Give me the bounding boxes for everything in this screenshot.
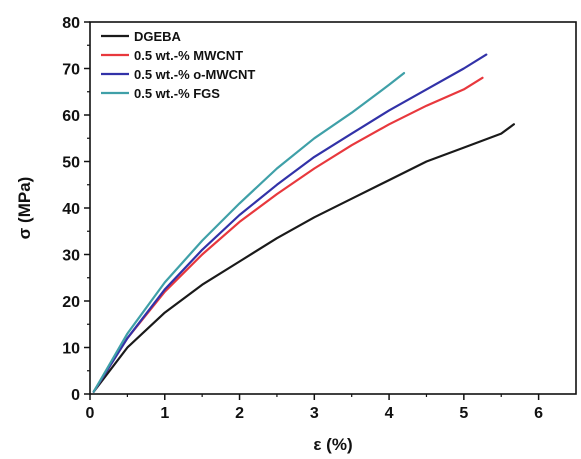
x-tick-label: 5 — [459, 405, 468, 422]
y-tick-label: 20 — [62, 294, 80, 311]
y-tick-label: 70 — [62, 62, 80, 79]
x-axis-title: ε (%) — [313, 435, 352, 454]
y-tick-label: 50 — [62, 155, 80, 172]
series-line-0-5-wt-fgs — [92, 71, 406, 393]
series-line-0-5-wt-mwcnt — [92, 76, 484, 393]
legend-label-0-5-wt-mwcnt: 0.5 wt.-% MWCNT — [134, 48, 243, 63]
series-line-0-5-wt-o-mwcnt — [92, 53, 488, 393]
series-line-dgeba — [92, 123, 516, 393]
x-tick-label: 6 — [534, 405, 543, 422]
y-tick-label: 60 — [62, 108, 80, 125]
series-layer — [92, 53, 516, 393]
legend-label-dgeba: DGEBA — [134, 29, 182, 44]
x-tick-label: 1 — [160, 405, 169, 422]
legend: DGEBA 0.5 wt.-% MWCNT 0.5 wt.-% o-MWCNT 0.5… — [101, 29, 255, 101]
x-tick-label: 0 — [86, 405, 95, 422]
y-axis-title: σ (MPa) — [15, 177, 34, 240]
x-tick-label: 2 — [235, 405, 244, 422]
y-tick-label: 80 — [62, 15, 80, 32]
x-tick-label: 3 — [310, 405, 319, 422]
y-tick-label: 0 — [71, 387, 80, 404]
legend-label-0-5-wt-fgs: 0.5 wt.-% FGS — [134, 86, 220, 101]
y-tick-label: 40 — [62, 201, 80, 218]
y-tick-label: 10 — [62, 341, 80, 358]
y-tick-label: 30 — [62, 248, 80, 265]
legend-label-0-5-wt-o-mwcnt: 0.5 wt.-% o-MWCNT — [134, 67, 255, 82]
x-tick-label: 4 — [385, 405, 394, 422]
